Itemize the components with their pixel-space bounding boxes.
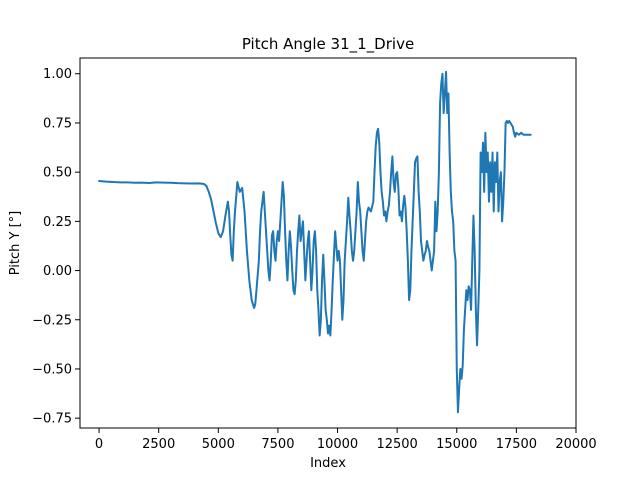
x-tick-label: 17500: [496, 437, 537, 452]
x-tick-label: 7500: [261, 437, 294, 452]
pitch-series-line: [98, 70, 532, 414]
plot-frame: [79, 57, 577, 429]
y-axis-label: Pitch Y [°]: [8, 211, 23, 276]
x-tick-label: 15000: [436, 437, 477, 452]
y-tick-label: −0.50: [32, 362, 72, 377]
y-tick-label: 0.25: [43, 215, 72, 230]
y-tick-label: 0.75: [43, 116, 72, 131]
x-tick-label: 2500: [142, 437, 175, 452]
x-axis: 0 2500 5000 7500 10000 12500 15000 17500 20000: [95, 428, 597, 452]
y-tick-label: −0.75: [32, 412, 72, 427]
x-tick-label: 5000: [202, 437, 235, 452]
y-axis: −0.75 −0.50 −0.25 0.00 0.25 0.50 0.75 1.00: [32, 67, 80, 427]
x-tick-label: 12500: [376, 437, 417, 452]
plot-area: [79, 57, 577, 429]
x-tick-label: 0: [95, 437, 103, 452]
x-axis-label: Index: [310, 456, 346, 471]
x-tick-label: 20000: [555, 437, 596, 452]
y-tick-label: −0.25: [32, 313, 72, 328]
y-tick-label: 0.50: [43, 166, 72, 181]
x-tick-label: 10000: [317, 437, 358, 452]
y-tick-label: 0.00: [43, 264, 72, 279]
y-tick-label: 1.00: [43, 67, 72, 82]
chart-title: Pitch Angle 31_1_Drive: [242, 35, 414, 54]
